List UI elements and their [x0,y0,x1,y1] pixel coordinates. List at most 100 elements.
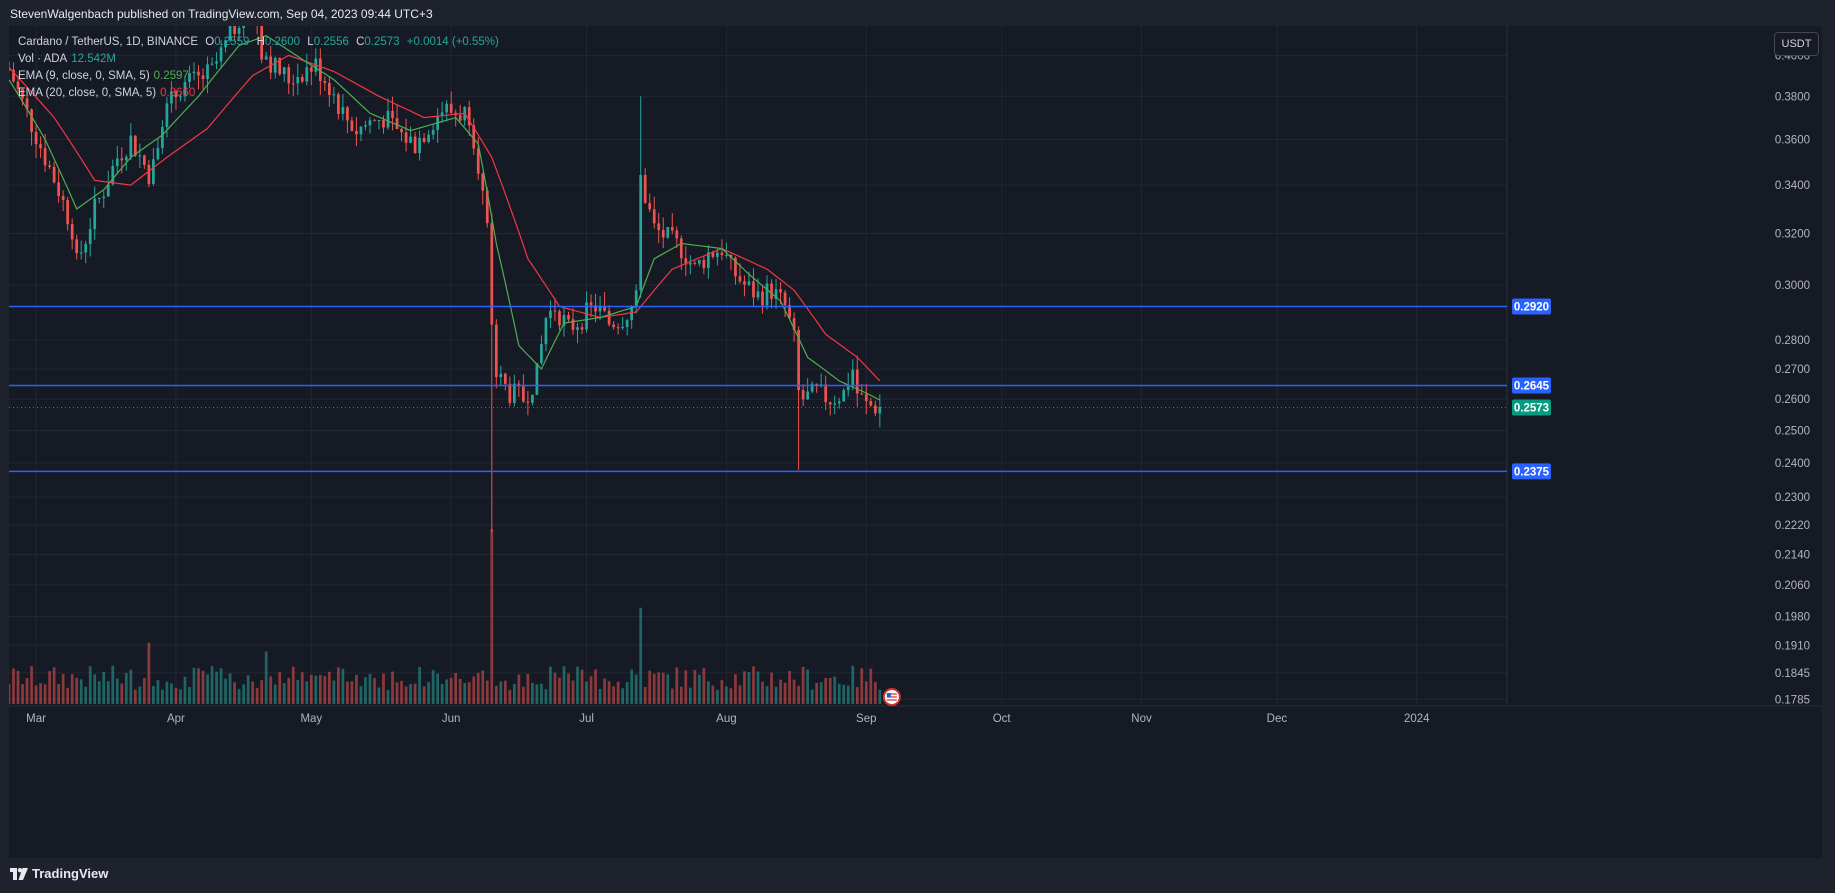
candle-body [147,164,151,184]
candle-body [684,258,688,265]
volume-bar [490,529,494,704]
legend-symbol[interactable]: Cardano / TetherUS, 1D, BINANCE [18,36,199,48]
candle-body [440,112,444,116]
volume-bar [192,667,196,704]
legend-ema20-row[interactable]: EMA (20, close, 0, SMA, 5) 0.2660 [18,85,499,102]
candle-body [323,81,327,83]
candle-body [115,158,119,166]
volume-bar [522,686,525,704]
volume-bar [743,671,746,704]
volume-bar [84,686,88,704]
volume-bar [607,681,611,704]
volume-bar [765,686,769,704]
candle-body [634,290,638,307]
currency-button[interactable]: USDT [1774,32,1819,56]
candle-body [846,386,850,391]
candle-body [864,394,868,402]
candle-body [39,144,42,149]
level-tag-bg [1512,463,1551,480]
candle-body [156,147,160,160]
volume-bar [418,666,421,704]
us-flag-icon[interactable] [882,688,901,706]
candle-body [747,281,751,285]
volume-bar [729,688,733,704]
volume-bar [445,679,449,704]
candle-body [219,47,223,62]
candle-body [567,315,570,320]
volume-bar [869,668,873,704]
last-price-tag: 0.2573 [1514,402,1549,414]
candle-body [30,109,33,132]
volume-bar [458,678,462,704]
x-tick-label: Jun [442,713,461,725]
candle-body [328,82,331,95]
volume-bar [738,685,742,704]
volume-bar [837,683,841,704]
candle-body [373,120,376,122]
volume-bar [174,687,178,704]
volume-bar [436,673,439,704]
candle-body [224,40,227,48]
candle-body [549,310,552,319]
candle-body [318,58,322,82]
candle-body [422,138,426,142]
volume-bar [170,683,173,704]
volume-bar [355,674,358,704]
volume-bar [734,674,737,704]
volume-bar [43,684,47,704]
volume-bar [400,680,403,704]
y-tick-label: 0.2700 [1775,364,1810,376]
volume-bar [237,689,241,704]
candle-body [589,302,593,306]
volume-bar [806,669,809,704]
legend-volume-label: Vol · ADA [18,53,68,65]
candle-body [174,91,178,98]
volume-bar [553,672,557,704]
volume-bar [30,666,33,704]
legend-low-label: L [307,36,314,48]
volume-bar [752,666,755,704]
candle-body [670,227,674,231]
candle-body [783,292,787,305]
volume-bar [540,683,543,704]
candle-body [404,132,408,143]
candle-body [594,305,597,312]
volume-bar [287,677,291,704]
x-tick-label: May [300,713,322,725]
flag-stripe [886,699,897,701]
x-tick-label: Dec [1267,713,1288,725]
candle-body [179,96,182,98]
candle-body [797,329,800,391]
candle-body [625,320,629,328]
volume-bar [860,668,864,704]
candle-body [648,202,652,210]
volume-bar [9,684,11,704]
volume-bar [824,678,828,704]
legend-volume-row[interactable]: Vol · ADA 12.542M [18,51,499,68]
volume-bar [97,681,101,704]
candle-body [860,393,864,395]
volume-bar [666,674,670,704]
volume-bar [684,670,688,704]
legend-ema9-row[interactable]: EMA (9, close, 0, SMA, 5) 0.2597 [18,68,499,85]
price-chart[interactable]: 0.40000.38000.36000.34000.32000.30000.28… [9,26,1822,858]
volume-bar [120,683,124,704]
volume-bar [643,686,647,704]
volume-bar [761,681,764,704]
volume-bar [21,684,24,704]
tradingview-brand[interactable]: TradingView [10,866,108,881]
candle-body [490,223,494,325]
brand-name: TradingView [32,866,109,881]
candle-body [661,229,665,238]
volume-bar [318,675,322,704]
volume-bar [688,687,692,704]
y-tick-label: 0.1910 [1775,640,1810,652]
volume-bar [779,679,782,704]
candle-body [833,403,837,405]
candle-body [693,262,697,264]
candle-body [585,302,588,330]
candle-body [666,227,670,238]
candle-body [70,224,74,240]
candle-body [133,135,137,156]
volume-bar [675,667,679,704]
